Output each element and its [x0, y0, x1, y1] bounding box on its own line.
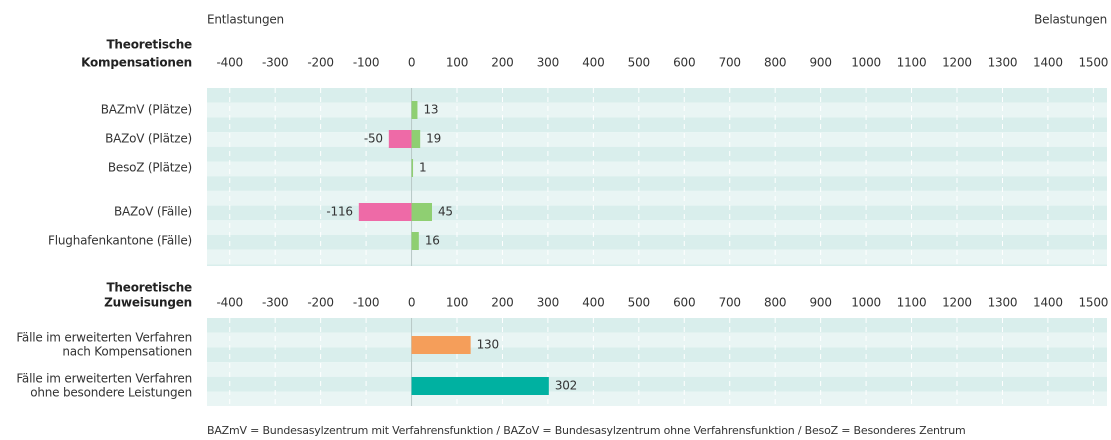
- category-label: BesoZ (Plätze): [108, 161, 192, 175]
- row-stripe: [207, 362, 1107, 377]
- x-tick-label: 200: [491, 56, 513, 70]
- category-label: Fälle im erweiterten Verfahren: [16, 331, 192, 345]
- category-label: Flughafenkantone (Fälle): [48, 234, 192, 248]
- x-tick-label: 1500: [1078, 296, 1108, 310]
- category-label: BAZoV (Fälle): [114, 205, 192, 219]
- x-tick-label: -400: [217, 296, 243, 310]
- row-stripe: [207, 146, 1107, 162]
- row-stripe: [207, 161, 1107, 177]
- bar: [411, 377, 549, 395]
- x-tick-label: 0: [408, 56, 415, 70]
- x-tick-label: -100: [353, 56, 379, 70]
- x-tick-label: 1000: [851, 296, 881, 310]
- panel-title: Zuweisungen: [104, 296, 192, 310]
- bar: [411, 101, 418, 119]
- row-stripe: [207, 318, 1107, 333]
- bar: [411, 203, 432, 221]
- x-tick-label: -200: [307, 296, 333, 310]
- row-stripe: [207, 332, 1107, 348]
- x-tick-label: 700: [719, 296, 741, 310]
- row-stripe: [207, 249, 1107, 265]
- footnote: BAZmV = Bundesasylzentrum mit Verfahrens…: [207, 424, 966, 437]
- x-tick-label: 300: [537, 296, 559, 310]
- value-label: -50: [364, 132, 383, 146]
- value-label: 45: [438, 205, 453, 219]
- x-tick-label: 600: [673, 56, 695, 70]
- x-tick-label: 800: [764, 296, 786, 310]
- x-tick-label: -300: [262, 296, 288, 310]
- bar: [388, 130, 412, 148]
- x-tick-label: 200: [491, 296, 513, 310]
- row-stripe: [207, 88, 1107, 103]
- x-tick-label: -200: [307, 56, 333, 70]
- panel-title: Theoretische: [106, 281, 192, 295]
- row-stripe: [207, 102, 1107, 118]
- row-stripe: [207, 264, 1107, 266]
- bar: [411, 159, 414, 177]
- x-tick-label: 1000: [851, 56, 881, 70]
- row-stripe: [207, 132, 1107, 147]
- x-tick-label: 700: [719, 56, 741, 70]
- row-stripe: [207, 391, 1107, 406]
- row-stripe: [207, 176, 1107, 191]
- bar: [358, 203, 412, 221]
- x-tick-label: 1100: [897, 56, 927, 70]
- right-label: Belastungen: [1034, 13, 1107, 27]
- left-label: Entlastungen: [207, 13, 284, 27]
- bar: [411, 232, 419, 250]
- x-tick-label: -400: [217, 56, 243, 70]
- x-tick-label: 900: [809, 296, 831, 310]
- x-tick-label: 1200: [942, 56, 972, 70]
- category-label: nach Kompensationen: [62, 345, 192, 359]
- row-stripe: [207, 190, 1107, 206]
- category-label: Fälle im erweiterten Verfahren: [16, 372, 192, 386]
- bar: [411, 336, 471, 354]
- value-label: 13: [423, 103, 438, 117]
- x-tick-label: 400: [582, 56, 604, 70]
- x-tick-label: -100: [353, 296, 379, 310]
- x-tick-label: 300: [537, 56, 559, 70]
- row-stripe: [207, 235, 1107, 250]
- panel-title: Theoretische: [106, 38, 192, 52]
- value-label: 16: [425, 234, 440, 248]
- x-tick-label: 0: [408, 296, 415, 310]
- x-tick-label: -300: [262, 56, 288, 70]
- x-tick-label: 1500: [1078, 56, 1108, 70]
- row-stripe: [207, 220, 1107, 235]
- bar: [411, 130, 421, 148]
- x-tick-label: 500: [628, 56, 650, 70]
- category-label: BAZmV (Plätze): [101, 103, 192, 117]
- x-tick-label: 1300: [988, 56, 1018, 70]
- value-label: 19: [426, 132, 441, 146]
- x-tick-label: 600: [673, 296, 695, 310]
- panel-title: Kompensationen: [81, 56, 192, 70]
- category-label: BAZoV (Plätze): [105, 132, 192, 146]
- x-tick-label: 900: [809, 56, 831, 70]
- x-tick-label: 100: [446, 296, 468, 310]
- x-tick-label: 1100: [897, 296, 927, 310]
- value-label: 1: [419, 161, 426, 175]
- x-tick-label: 500: [628, 296, 650, 310]
- row-stripe: [207, 347, 1107, 363]
- value-label: 302: [555, 379, 577, 393]
- x-tick-label: 1200: [942, 296, 972, 310]
- x-tick-label: 1400: [1033, 56, 1063, 70]
- row-stripe: [207, 376, 1107, 392]
- x-tick-label: 1300: [988, 296, 1018, 310]
- category-label: ohne besondere Leistungen: [30, 386, 192, 400]
- x-tick-label: 1400: [1033, 296, 1063, 310]
- value-label: -116: [326, 205, 352, 219]
- x-tick-label: 400: [582, 296, 604, 310]
- x-tick-label: 800: [764, 56, 786, 70]
- row-stripe: [207, 117, 1107, 133]
- value-label: 130: [477, 338, 499, 352]
- x-tick-label: 100: [446, 56, 468, 70]
